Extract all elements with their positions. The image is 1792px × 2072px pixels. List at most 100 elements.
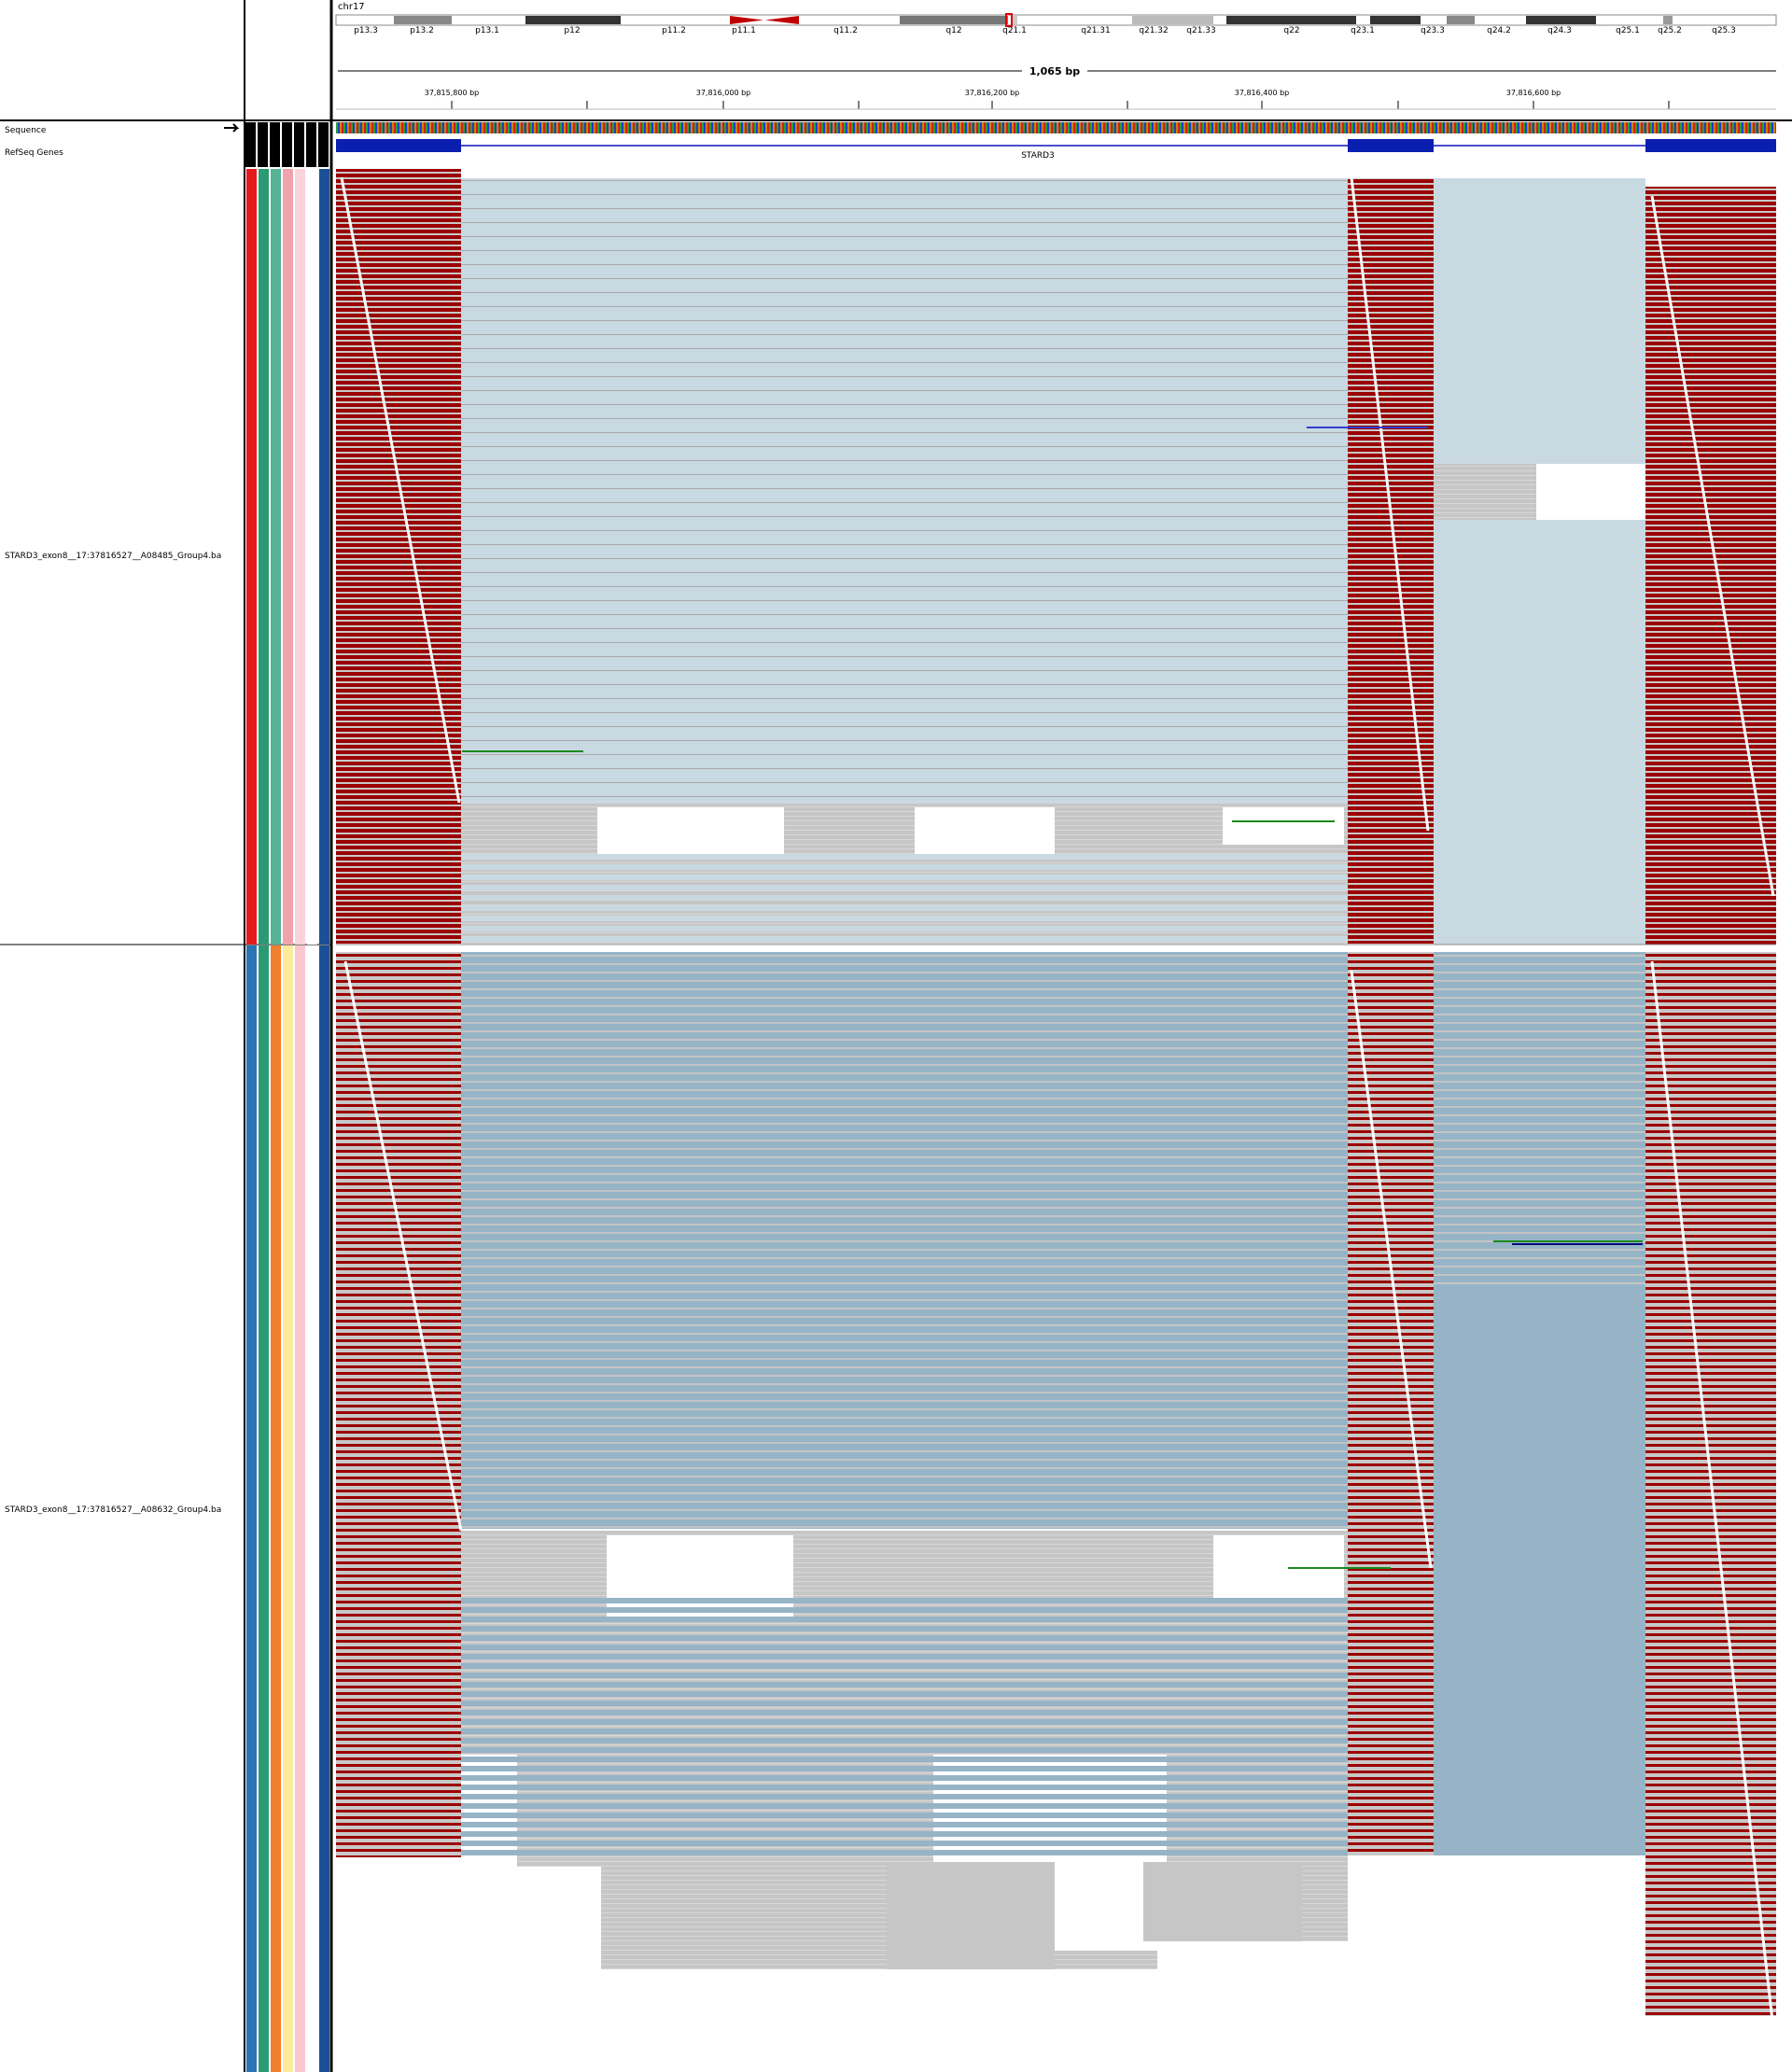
ruler-label: 37,816,200 bp [965,89,1020,97]
coverage-gap [915,807,1055,854]
gene-exon[interactable] [336,139,461,152]
split-read [461,1729,1348,1734]
attr-header [258,122,268,167]
cytoband-label: q24.3 [1547,26,1572,35]
split-read [461,1841,1348,1846]
clip-edge [1650,960,1778,2054]
coverage-gap [336,1857,461,2072]
cytoband [1226,16,1356,24]
attr-cell [307,169,317,945]
strand-arrow[interactable] [224,123,240,133]
split-read [461,1663,1348,1669]
split-read [461,1757,1348,1762]
track-name: Sequence [5,126,47,135]
split-read [461,905,1348,911]
coverage-gap [461,1755,517,1885]
split-read [461,854,1348,860]
split-read [461,1785,1348,1790]
split-read [461,1719,1348,1725]
split-read-block [1434,520,1645,945]
split-read [461,1822,1348,1827]
cytoband [1526,16,1596,24]
split-read [461,1775,1348,1781]
cytoband-label: p13.3 [354,26,378,35]
read-stack [461,804,1348,944]
attr-cell [246,945,257,2072]
split-read [461,1645,1348,1650]
attr-cell [295,945,305,2072]
cytoband [1447,16,1475,24]
soft-clip-block [1348,178,1434,944]
split-read [461,926,1348,931]
split-read [461,875,1348,880]
cytoband-label: p13.2 [410,26,434,35]
cytoband-label: q21.32 [1139,26,1168,35]
read-stack [887,1862,1055,1969]
split-read [461,1682,1348,1687]
cytoband-label: q21.31 [1081,26,1110,35]
gene-exon[interactable] [1348,139,1434,152]
soft-clip-block [1348,952,1434,1855]
sequence-track [336,122,1776,133]
split-read [461,1813,1348,1818]
split-read [461,1850,1348,1855]
cytoband [525,16,621,24]
cytoband-label: q23.3 [1421,26,1445,35]
attr-cell [319,945,329,2072]
cytoband-label: q22 [1283,26,1299,35]
attr-header [282,122,292,167]
gene-name: STARD3 [1021,151,1055,161]
attr-cell [246,169,257,945]
cytoband-label: p11.2 [662,26,686,35]
cytoband-label: q11.2 [833,26,858,35]
sample-name[interactable]: STARD3_exon8__17:37816527__A08632_Group4… [5,1505,221,1515]
attr-cell [319,169,329,945]
split-read [461,1617,1348,1622]
attr-header [294,122,304,167]
attr-cell [259,945,269,2072]
span-bg [1022,64,1087,77]
coverage-gap [597,807,784,854]
coverage-gap [461,1867,601,1969]
split-read [461,1607,1348,1613]
track-name: RefSeq Genes [5,148,63,158]
cytoband-label: p12 [564,26,580,35]
cytoband-label: p13.1 [475,26,499,35]
read-stack [1434,464,1536,520]
cytoband-label: q21.1 [1002,26,1027,35]
ruler-label: 37,816,600 bp [1506,89,1561,97]
split-read [461,895,1348,901]
cytoband [394,16,452,24]
cytoband-label: q25.3 [1712,26,1736,35]
cytoband-label: p11.1 [732,26,756,35]
ruler-label: 37,816,000 bp [696,89,751,97]
split-read [461,1626,1348,1631]
split-read-block [461,952,1348,1529]
coverage-gap [1223,807,1344,845]
cytoband-label: q23.1 [1351,26,1375,35]
attr-cell [295,169,305,945]
split-read [461,1691,1348,1697]
gene-exon[interactable] [1645,139,1776,152]
cytoband-label: q12 [945,26,961,35]
attr-cell [283,945,293,2072]
split-read [461,1747,1348,1753]
soft-clip-block [336,952,461,1857]
current-region [1005,13,1013,27]
split-read [461,1831,1348,1837]
split-read [461,1803,1348,1809]
split-read-block [1434,178,1645,464]
ruler: 37,815,800 bp 37,816,000 bp 37,816,200 bp 3… [336,89,1776,110]
clip-edge [1650,195,1775,897]
attr-header [318,122,329,167]
cytoband-label: q24.2 [1487,26,1511,35]
coverage-gap [607,1535,793,1619]
span-label: 1,065 bp [1029,65,1080,77]
attr-cell [283,169,293,945]
split-read [461,885,1348,890]
split-read [461,1654,1348,1659]
attr-header [306,122,316,167]
clip-edge [340,176,461,804]
sample-name[interactable]: STARD3_exon8__17:37816527__A08485_Group4… [5,552,221,561]
